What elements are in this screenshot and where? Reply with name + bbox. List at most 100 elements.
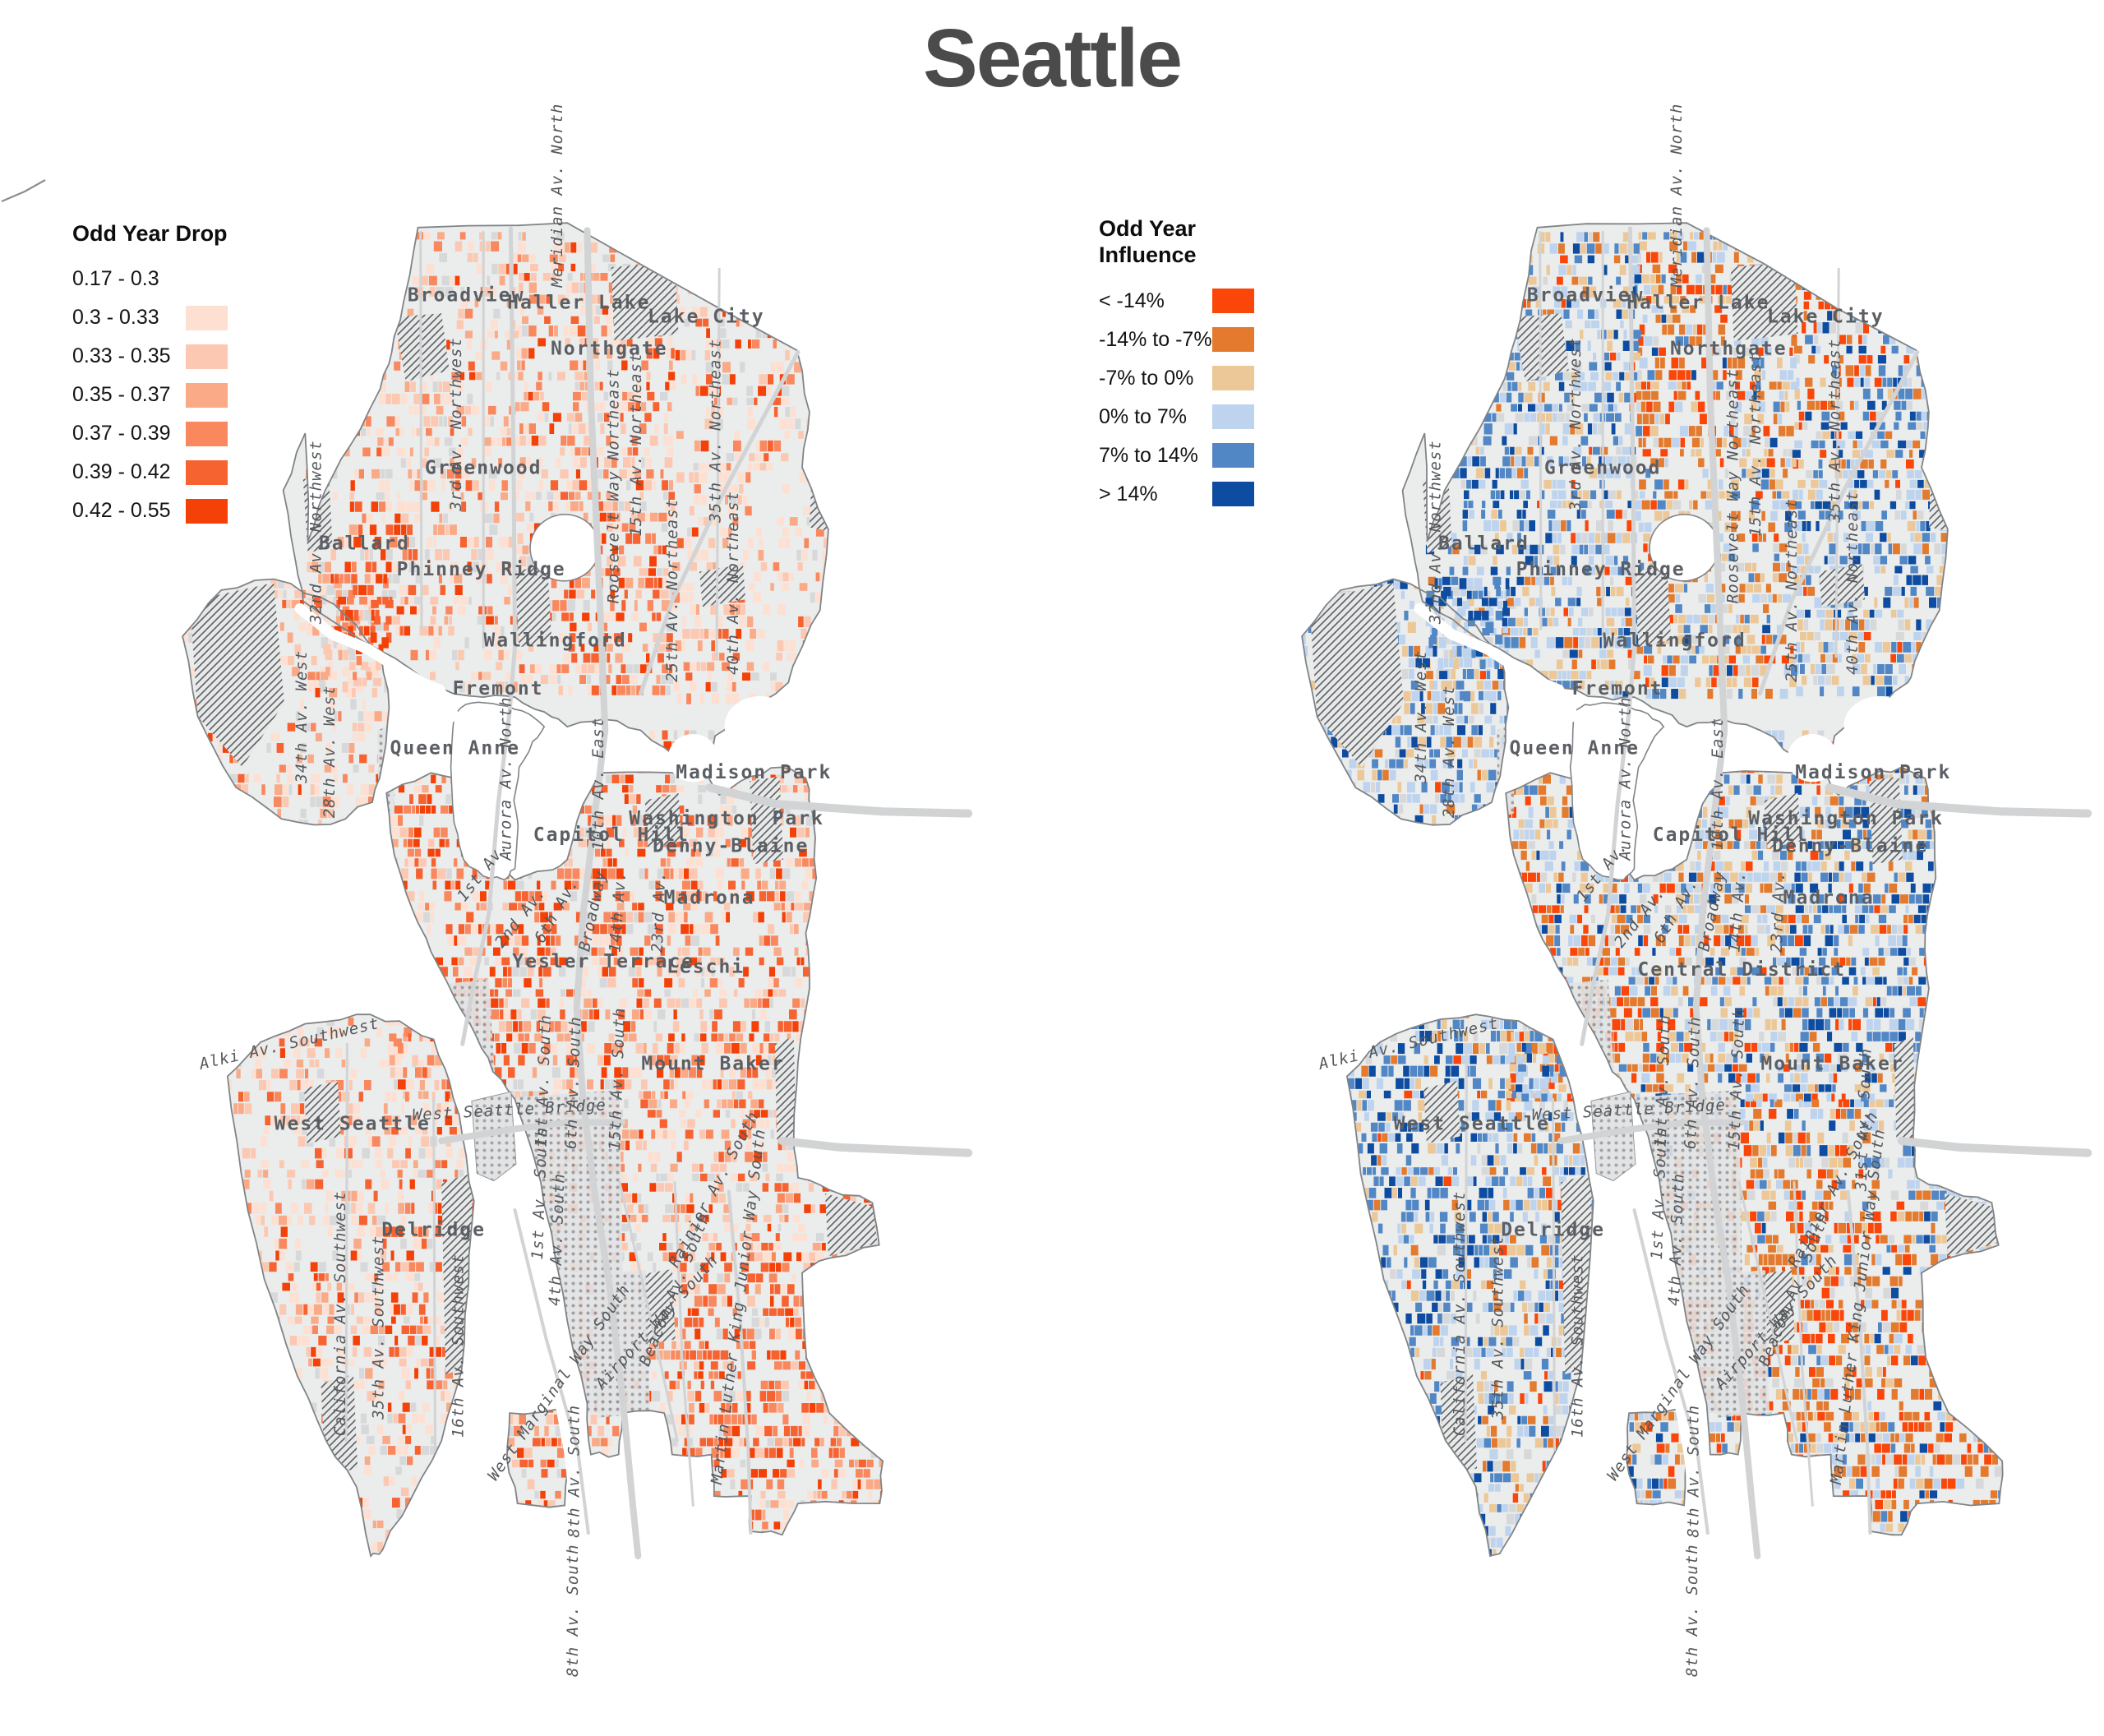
street-label: 40th Av. Northeast bbox=[1843, 491, 1862, 675]
road bbox=[1825, 783, 2092, 818]
neighborhood-label: Mount Baker bbox=[641, 1054, 784, 1075]
street-label: 23rd Av. bbox=[648, 870, 669, 953]
road bbox=[618, 1181, 679, 1443]
street-label: 10th Av. East bbox=[589, 718, 607, 851]
neighborhood-label: Haller Lake bbox=[507, 293, 650, 314]
neighborhood-label: Washington Park bbox=[1748, 808, 1944, 829]
neighborhood-label: Madison Park bbox=[1795, 762, 1951, 783]
road bbox=[639, 349, 801, 696]
street-label: Aurora Av. North bbox=[1616, 696, 1634, 861]
neighborhood-label: Fremont bbox=[453, 678, 544, 699]
street-label: California Av. Southwest bbox=[1451, 1191, 1469, 1437]
road bbox=[1580, 226, 1637, 1046]
street-label: California Av. Southwest bbox=[331, 1191, 349, 1437]
road bbox=[1692, 227, 1761, 1560]
neighborhood-label: Lake City bbox=[648, 306, 765, 327]
legend-label: 0.37 - 0.39 bbox=[72, 422, 171, 446]
parcel-class-3 bbox=[1302, 232, 2003, 1557]
neighborhood-label: Broadview bbox=[408, 285, 525, 307]
neighborhood-label: Wallingford bbox=[483, 630, 626, 651]
neighborhood-label: Yesler Terrace bbox=[512, 951, 694, 972]
neighborhood-label: Phinney Ridge bbox=[397, 559, 566, 580]
neighborhood-label: Madrona bbox=[1783, 888, 1875, 909]
street-label: 8th Av. South bbox=[1684, 1405, 1702, 1538]
legend-row: 0.37 - 0.39 bbox=[72, 414, 228, 453]
street-label: 16th Av. Southwest bbox=[449, 1254, 467, 1438]
legend-label: 0.33 - 0.35 bbox=[72, 344, 171, 368]
road bbox=[1897, 1137, 2092, 1157]
neighborhood-label: Northgate bbox=[1670, 339, 1788, 360]
legend-odd-year-influence: Odd Year Influence < -14% -14% to -7% -7% to… bbox=[1099, 215, 1254, 514]
neighborhood-label: West Seattle bbox=[1394, 1114, 1550, 1135]
road bbox=[1464, 1042, 1468, 1443]
neighborhood-label: Capitol Hill bbox=[533, 824, 690, 846]
road bbox=[673, 1181, 694, 1507]
road bbox=[1539, 230, 1543, 630]
road bbox=[513, 1208, 590, 1535]
legend-label: 0.17 - 0.3 bbox=[72, 267, 159, 291]
legend-swatch bbox=[186, 382, 228, 408]
road bbox=[1737, 1181, 1798, 1443]
legend-swatch bbox=[1212, 404, 1254, 430]
street-label: 34th Av. West bbox=[1412, 650, 1430, 784]
legend-row: > 14% bbox=[1099, 475, 1254, 514]
neighborhood-label: Northgate bbox=[551, 339, 668, 360]
neighborhood-label: Ballard bbox=[1438, 533, 1530, 555]
legend-title: Odd Year Influence bbox=[1099, 216, 1197, 268]
legend-label: < -14% bbox=[1099, 289, 1165, 312]
neighborhood-label: Denny-Blaine bbox=[1772, 836, 1928, 857]
road bbox=[1632, 1208, 1710, 1535]
neighborhood-label: Wallingford bbox=[1603, 630, 1746, 651]
road bbox=[1793, 1181, 1814, 1507]
neighborhood-label: Delridge bbox=[1501, 1220, 1605, 1241]
legend-row: 0.39 - 0.42 bbox=[72, 453, 228, 492]
road bbox=[419, 230, 423, 630]
road bbox=[1552, 1098, 1556, 1452]
parcel-class-1 bbox=[182, 232, 884, 1557]
legend-row: -14% to -7% bbox=[1099, 321, 1254, 359]
street-label: 35th Av. Northeast bbox=[1825, 339, 1843, 524]
street-label: 25th Av. Northeast bbox=[1783, 498, 1801, 682]
legend-swatch bbox=[186, 498, 228, 524]
street-label: 35th Av. Southwest bbox=[369, 1235, 387, 1420]
legend-swatch bbox=[1212, 443, 1254, 469]
road bbox=[1834, 267, 1840, 658]
road bbox=[1557, 1119, 1746, 1144]
road bbox=[432, 1098, 436, 1452]
street-label: 8th Av. South bbox=[564, 1544, 582, 1677]
street-label: 8th Av. South bbox=[1683, 1544, 1701, 1677]
legend-row: 0.33 - 0.35 bbox=[72, 337, 228, 376]
map-panel-right: Meridian Av. North 3rd Av. Northwest Roose… bbox=[1301, 104, 2092, 1677]
legend-row: 0% to 7% bbox=[1099, 398, 1254, 436]
neighborhood-label: Madison Park bbox=[676, 762, 832, 783]
road bbox=[460, 226, 518, 1046]
neighborhood-label: Haller Lake bbox=[1626, 293, 1769, 314]
neighborhood-label: Broadview bbox=[1527, 285, 1645, 307]
street-label: Meridian Av. North bbox=[548, 104, 566, 289]
neighborhood-label: Greenwood bbox=[1544, 458, 1662, 479]
street-label: 16th Av. Southwest bbox=[1568, 1254, 1586, 1438]
neighborhood-label: West Seattle bbox=[275, 1114, 431, 1135]
neighborhood-label: Central District bbox=[1637, 959, 1846, 981]
road bbox=[715, 267, 721, 658]
street-label: 35th Av. Northeast bbox=[706, 339, 724, 524]
legend-label: 0.35 - 0.37 bbox=[72, 383, 171, 407]
neighborhood-label: Queen Anne bbox=[390, 738, 520, 760]
neighborhood-label: Madrona bbox=[664, 888, 755, 909]
parcel-class-6 bbox=[187, 232, 884, 1557]
legend-row: 0.3 - 0.33 bbox=[72, 298, 228, 337]
parcel-class-2 bbox=[182, 232, 884, 1557]
neighborhood-label: Capitol Hill bbox=[1653, 824, 1809, 846]
street-label: Meridian Av. North bbox=[1668, 104, 1686, 289]
legend-swatch bbox=[1212, 482, 1254, 507]
street-label: 32nd Av. Northwest bbox=[307, 440, 325, 625]
neighborhood-label: Washington Park bbox=[629, 808, 824, 829]
legend-swatch bbox=[186, 305, 228, 330]
street-label: 3rd Av. Northwest bbox=[447, 337, 465, 511]
neighborhood-label: Fremont bbox=[1572, 678, 1663, 699]
legend-label: 0.42 - 0.55 bbox=[72, 499, 171, 523]
legend-label: > 14% bbox=[1099, 482, 1158, 506]
street-label: 15th Av. Northeast bbox=[1746, 353, 1765, 537]
road bbox=[1846, 1189, 1872, 1535]
